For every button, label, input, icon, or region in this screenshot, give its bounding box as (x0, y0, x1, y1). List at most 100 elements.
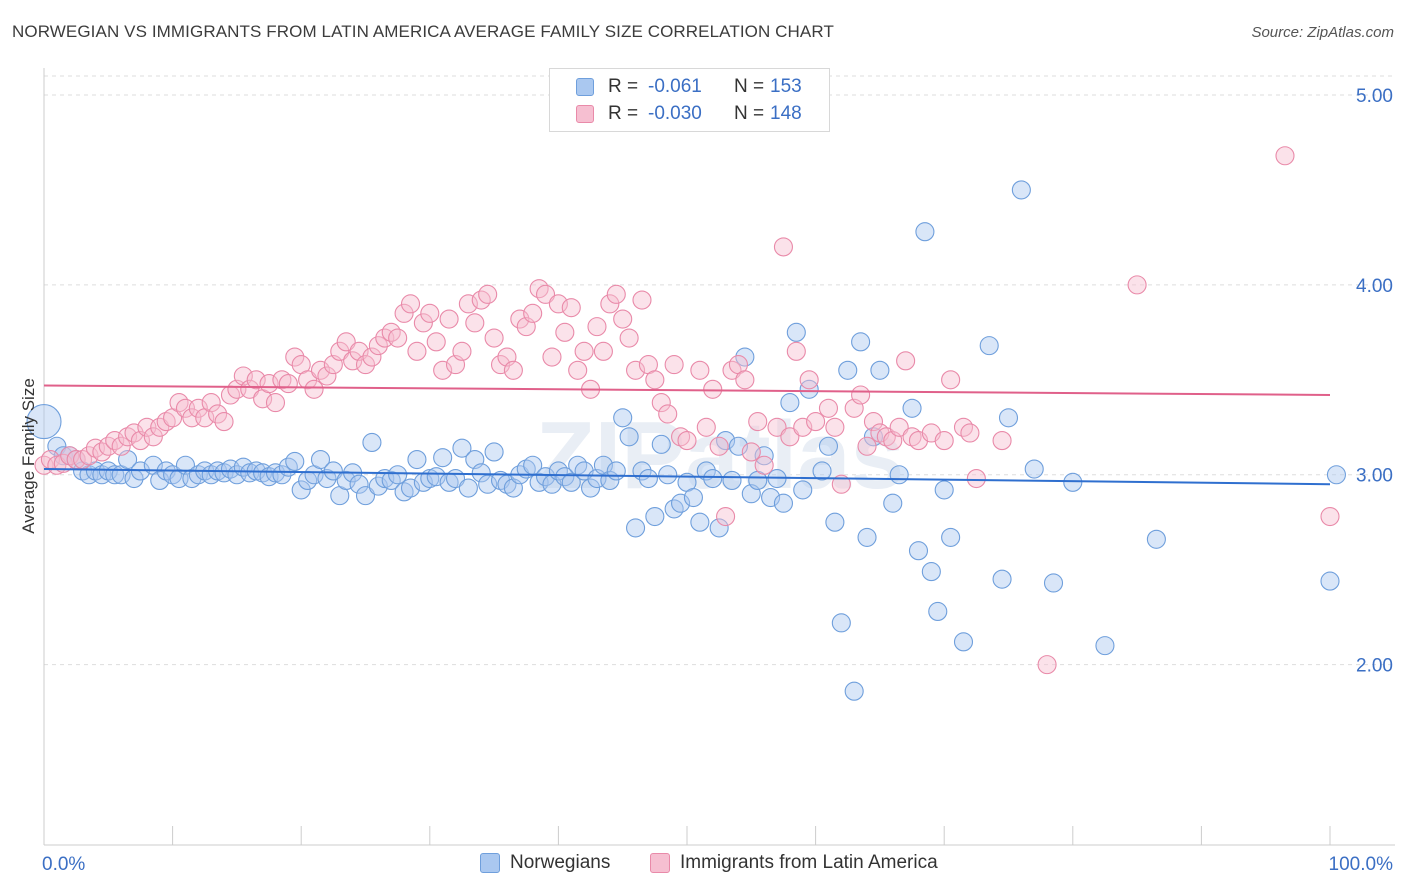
data-point-latin-america (542, 347, 562, 367)
data-point-latin-america (741, 442, 761, 462)
data-point-norwegians (355, 486, 376, 506)
data-point-norwegians (658, 465, 678, 485)
data-point-latin-america (330, 341, 350, 361)
data-point-latin-america (651, 393, 671, 413)
data-point-norwegians (317, 468, 337, 489)
data-point-latin-america (343, 351, 363, 371)
data-point-norwegians (1063, 472, 1083, 492)
series-latin-america-points (34, 146, 1340, 675)
data-point-latin-america (793, 417, 813, 437)
data-point-latin-america (278, 374, 298, 394)
data-point-latin-america (111, 436, 131, 456)
data-point-latin-america (208, 404, 228, 424)
data-point-norwegians (310, 450, 331, 470)
data-point-norwegians (728, 436, 748, 456)
data-point-latin-america (632, 290, 652, 310)
data-point-norwegians (1320, 571, 1340, 591)
data-point-norwegians (150, 470, 170, 490)
data-point-latin-america (857, 436, 877, 456)
data-point-norwegians (1326, 465, 1346, 485)
x-tick-label: 0.0% (42, 854, 85, 875)
stats-legend: R = -0.061 N = 153 R = -0.030 N = 148 (549, 68, 830, 132)
data-point-norwegians (857, 527, 877, 547)
data-point-latin-america (368, 336, 388, 356)
data-point-norwegians (368, 476, 388, 496)
data-point-norwegians (793, 480, 813, 500)
data-point-latin-america (568, 360, 588, 380)
data-point-latin-america (767, 417, 787, 437)
legend-r-value: -0.030 (648, 103, 702, 124)
data-point-norwegians (773, 493, 794, 513)
data-point-norwegians (941, 527, 961, 547)
data-point-latin-america (400, 294, 421, 314)
data-point-latin-america (1275, 146, 1295, 166)
data-point-norwegians (735, 347, 755, 367)
y-tick-label: 4.00 (1356, 276, 1393, 297)
data-point-latin-america (201, 393, 221, 413)
data-point-norwegians (844, 681, 864, 701)
y-tick-label: 5.00 (1356, 86, 1393, 107)
y-tick-label: 3.00 (1356, 466, 1393, 487)
data-point-latin-america (754, 455, 774, 475)
legend-r-value: -0.061 (648, 76, 702, 97)
data-point-norwegians (761, 487, 781, 508)
data-point-norwegians (908, 541, 929, 561)
data-point-latin-america (889, 417, 909, 437)
data-point-latin-america (79, 446, 99, 466)
data-point-latin-america (548, 294, 568, 314)
legend-n-value: 153 (770, 76, 802, 97)
data-point-latin-america (1127, 275, 1147, 295)
legend-n-label: N = (734, 103, 765, 124)
data-point-norwegians (388, 465, 408, 485)
data-point-norwegians (1011, 180, 1031, 200)
data-point-latin-america (420, 303, 440, 323)
data-point-norwegians (323, 461, 343, 481)
data-point-norwegians (535, 467, 556, 487)
data-point-norwegians (818, 436, 839, 456)
data-point-latin-america (677, 431, 697, 451)
data-point-norwegians (349, 474, 369, 494)
data-point-norwegians (683, 487, 703, 508)
data-point-latin-america (587, 317, 607, 337)
data-point-norwegians (458, 478, 478, 498)
chart-title: NORWEGIAN VS IMMIGRANTS FROM LATIN AMERI… (12, 22, 834, 41)
data-point-norwegians (651, 434, 671, 454)
legend-swatch-pink (576, 105, 594, 123)
data-point-norwegians (696, 461, 716, 481)
data-point-latin-america (735, 370, 755, 390)
data-point-latin-america (143, 427, 163, 447)
data-point-norwegians (580, 478, 601, 498)
data-point-latin-america (593, 341, 613, 361)
data-point-latin-america (53, 453, 73, 473)
data-point-latin-america (285, 347, 305, 367)
data-point-latin-america (535, 284, 556, 304)
data-point-latin-america (188, 398, 208, 418)
data-point-norwegians (870, 360, 890, 380)
data-point-norwegians (722, 470, 742, 490)
data-point-latin-america (992, 431, 1012, 451)
data-point-latin-america (388, 328, 408, 348)
data-point-latin-america (503, 360, 523, 380)
data-point-latin-america (407, 341, 427, 361)
data-point-latin-america (490, 355, 511, 375)
data-point-latin-america (561, 298, 581, 318)
legend-swatch-pink (650, 853, 670, 873)
data-point-latin-america (799, 370, 819, 390)
data-point-latin-america (124, 423, 144, 443)
data-point-latin-america (709, 436, 729, 456)
data-point-norwegians (452, 438, 472, 458)
legend-r-label: R = (608, 76, 639, 97)
y-tick-label: 2.00 (1356, 656, 1393, 677)
data-point-latin-america (600, 294, 620, 314)
data-point-latin-america (863, 412, 884, 432)
data-point-latin-america (613, 309, 633, 329)
data-point-latin-america (658, 404, 678, 424)
data-point-latin-america (439, 309, 459, 329)
data-point-latin-america (786, 341, 806, 361)
data-point-latin-america (825, 417, 845, 437)
data-point-latin-america (336, 332, 356, 352)
data-point-norwegians (638, 468, 658, 489)
data-point-latin-america (645, 370, 665, 390)
data-point-norwegians (471, 463, 491, 483)
data-point-latin-america (458, 294, 478, 314)
